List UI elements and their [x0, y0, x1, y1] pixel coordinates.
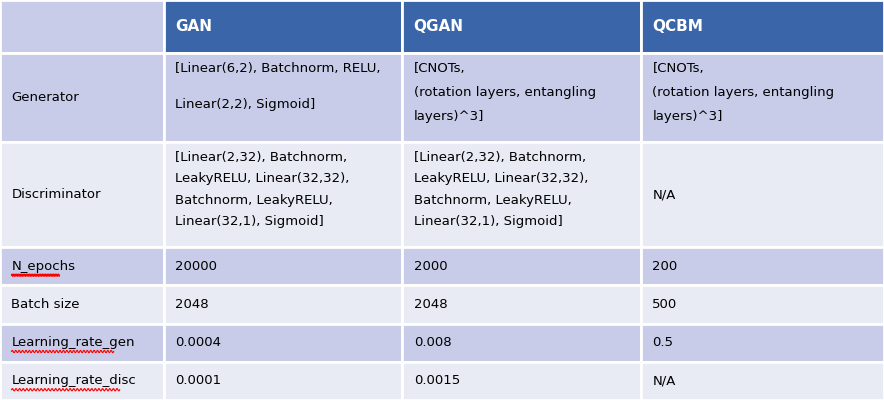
Bar [164, 0, 402, 53]
Text: 200: 200 [652, 260, 678, 273]
Bar [402, 362, 641, 400]
Bar [641, 286, 884, 324]
Text: Learning_rate_disc: Learning_rate_disc [11, 374, 136, 388]
Text: (rotation layers, entangling: (rotation layers, entangling [414, 86, 596, 99]
Text: LeakyRELU, Linear(32,32),: LeakyRELU, Linear(32,32), [175, 172, 349, 185]
Bar [402, 0, 641, 53]
Text: 0.0001: 0.0001 [175, 374, 221, 388]
Bar [0, 247, 164, 286]
Text: [Linear(2,32), Batchnorm,: [Linear(2,32), Batchnorm, [414, 151, 586, 164]
Text: Batchnorm, LeakyRELU,: Batchnorm, LeakyRELU, [414, 194, 571, 207]
Bar [402, 324, 641, 362]
Text: Linear(32,1), Sigmoid]: Linear(32,1), Sigmoid] [414, 216, 562, 228]
Text: N/A: N/A [652, 188, 675, 201]
Text: Discriminator: Discriminator [11, 188, 101, 201]
Bar [164, 53, 402, 142]
Text: [Linear(6,2), Batchnorm, RELU,: [Linear(6,2), Batchnorm, RELU, [175, 62, 380, 74]
Text: [CNOTs,: [CNOTs, [414, 62, 465, 74]
Bar [0, 286, 164, 324]
Text: (rotation layers, entangling: (rotation layers, entangling [652, 86, 834, 99]
Bar [402, 286, 641, 324]
Bar [0, 0, 164, 53]
Bar [641, 324, 884, 362]
Text: 20000: 20000 [175, 260, 217, 273]
Bar [0, 53, 164, 142]
Bar [0, 142, 164, 247]
Bar [164, 247, 402, 286]
Text: 2000: 2000 [414, 260, 447, 273]
Bar [641, 362, 884, 400]
Text: 500: 500 [652, 298, 678, 311]
Text: LeakyRELU, Linear(32,32),: LeakyRELU, Linear(32,32), [414, 172, 588, 185]
Text: N/A: N/A [652, 374, 675, 388]
Bar [164, 286, 402, 324]
Text: Batchnorm, LeakyRELU,: Batchnorm, LeakyRELU, [175, 194, 332, 207]
Bar [0, 324, 164, 362]
Text: 0.008: 0.008 [414, 336, 452, 349]
Text: 0.0015: 0.0015 [414, 374, 460, 388]
Text: 2048: 2048 [175, 298, 209, 311]
Text: 0.5: 0.5 [652, 336, 674, 349]
Bar [402, 53, 641, 142]
Bar [641, 142, 884, 247]
Text: Linear(2,2), Sigmoid]: Linear(2,2), Sigmoid] [175, 98, 316, 111]
Text: Learning_rate_gen: Learning_rate_gen [11, 336, 135, 349]
Text: layers)^3]: layers)^3] [652, 110, 723, 123]
Text: 0.0004: 0.0004 [175, 336, 221, 349]
Text: [Linear(2,32), Batchnorm,: [Linear(2,32), Batchnorm, [175, 151, 347, 164]
Bar [0, 362, 164, 400]
Bar [402, 247, 641, 286]
Bar [641, 53, 884, 142]
Text: [CNOTs,: [CNOTs, [652, 62, 704, 74]
Text: GAN: GAN [175, 19, 212, 34]
Bar [641, 0, 884, 53]
Bar [641, 247, 884, 286]
Text: N_epochs: N_epochs [11, 260, 75, 273]
Text: Batch size: Batch size [11, 298, 80, 311]
Text: 2048: 2048 [414, 298, 447, 311]
Text: QCBM: QCBM [652, 19, 704, 34]
Text: layers)^3]: layers)^3] [414, 110, 484, 123]
Bar [164, 362, 402, 400]
Text: Linear(32,1), Sigmoid]: Linear(32,1), Sigmoid] [175, 216, 324, 228]
Text: Generator: Generator [11, 91, 80, 104]
Text: QGAN: QGAN [414, 19, 464, 34]
Bar [402, 142, 641, 247]
Bar [164, 142, 402, 247]
Bar [164, 324, 402, 362]
